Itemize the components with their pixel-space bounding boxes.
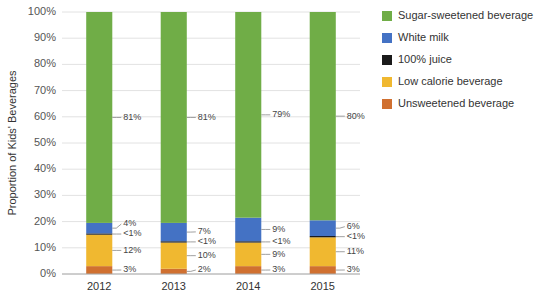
- x-tick-label: 2013: [162, 280, 186, 292]
- leader-line: [187, 255, 196, 256]
- data-label: 80%: [347, 111, 365, 121]
- data-label: <1%: [347, 231, 365, 241]
- bar-segment: [310, 12, 336, 220]
- leader-line: [187, 241, 196, 242]
- x-axis-line: [62, 274, 360, 275]
- bar-segment: [235, 12, 261, 218]
- y-tick-label: 80%: [34, 57, 56, 69]
- legend-label: Unsweetened beverage: [398, 97, 514, 109]
- leader-line: [336, 251, 345, 252]
- leader-line: [187, 117, 196, 118]
- chart: 0% 10% 20% 30% 40% 50% 60% 70% 80% 90% 100% Proport…: [0, 0, 540, 304]
- legend-swatch: [382, 33, 392, 43]
- bar-segment: [235, 218, 261, 242]
- y-tick-label: 60%: [34, 110, 56, 122]
- x-tick-label: 2012: [87, 280, 111, 292]
- legend-swatch: [382, 77, 392, 87]
- legend-swatch: [382, 11, 392, 21]
- data-label: 79%: [272, 109, 290, 119]
- bar-segment: [235, 241, 261, 242]
- bar-segment: [235, 243, 261, 267]
- leader-line: [187, 270, 196, 271]
- data-label: 9%: [272, 249, 285, 259]
- bar-segment: [235, 266, 261, 274]
- data-label: <1%: [198, 236, 216, 246]
- data-label: 3%: [272, 264, 285, 274]
- data-label: 2%: [198, 264, 211, 274]
- leader-line: [261, 241, 270, 242]
- legend-label: 100% juice: [398, 53, 452, 65]
- leader-line: [261, 114, 270, 115]
- data-label: 81%: [198, 112, 216, 122]
- bar-segment: [310, 266, 336, 274]
- leader-line: [261, 229, 270, 230]
- data-label: 9%: [272, 224, 285, 234]
- bar-segment: [161, 241, 187, 242]
- leader-line: [112, 117, 121, 118]
- leader-line: [112, 234, 121, 235]
- leader-line: [112, 224, 121, 228]
- y-tick-label: 70%: [34, 84, 56, 96]
- leader-line: [261, 254, 270, 255]
- y-tick-label: 90%: [34, 31, 56, 43]
- y-tick-label: 100%: [28, 5, 56, 17]
- leader-line: [336, 270, 345, 271]
- leader-line: [112, 250, 121, 251]
- leader-line: [112, 270, 121, 271]
- data-label: 12%: [123, 245, 141, 255]
- y-tick-label: 20%: [34, 215, 56, 227]
- data-label: <1%: [123, 228, 141, 238]
- bars: [86, 12, 336, 274]
- x-tick-label: 2015: [311, 280, 335, 292]
- legend-label: Sugar-sweetened beverage: [398, 9, 533, 21]
- y-axis-label: Proportion of Kids' Beverages: [6, 70, 18, 216]
- legend-swatch: [382, 55, 392, 65]
- legend-swatch: [382, 99, 392, 109]
- y-tick-label: 40%: [34, 162, 56, 174]
- y-tick-label: 0%: [40, 267, 56, 279]
- leader-line: [336, 227, 345, 228]
- bar-segment: [161, 12, 187, 223]
- bar-segment: [86, 12, 112, 223]
- grid-line: [62, 274, 360, 275]
- bar-segment: [161, 223, 187, 241]
- data-label: <1%: [272, 236, 290, 246]
- bar-segment: [86, 235, 112, 266]
- data-label: 6%: [347, 221, 360, 231]
- y-tick-label: 10%: [34, 241, 56, 253]
- data-label: 10%: [198, 250, 216, 260]
- bar-segment: [86, 233, 112, 234]
- bar-segment: [86, 223, 112, 233]
- leader-line: [336, 116, 345, 117]
- data-label: 7%: [198, 226, 211, 236]
- x-tick-label: 2014: [236, 280, 260, 292]
- bar-segment: [161, 243, 187, 269]
- legend-label: White milk: [398, 31, 449, 43]
- data-label: 4%: [123, 218, 136, 228]
- leader-line: [336, 236, 345, 237]
- data-label: 11%: [347, 246, 364, 256]
- y-tick-label: 50%: [34, 136, 56, 148]
- bar-segment: [161, 269, 187, 274]
- data-label: 81%: [123, 112, 141, 122]
- bar-segment: [86, 266, 112, 274]
- y-tick-label: 30%: [34, 188, 56, 200]
- data-label: 3%: [123, 264, 136, 274]
- bar-segment: [310, 236, 336, 237]
- bar-segment: [310, 220, 336, 236]
- leader-line: [261, 270, 270, 271]
- data-label: 3%: [347, 264, 360, 274]
- legend-label: Low calorie beverage: [398, 75, 503, 87]
- bar-segment: [310, 237, 336, 266]
- leader-line: [187, 231, 196, 232]
